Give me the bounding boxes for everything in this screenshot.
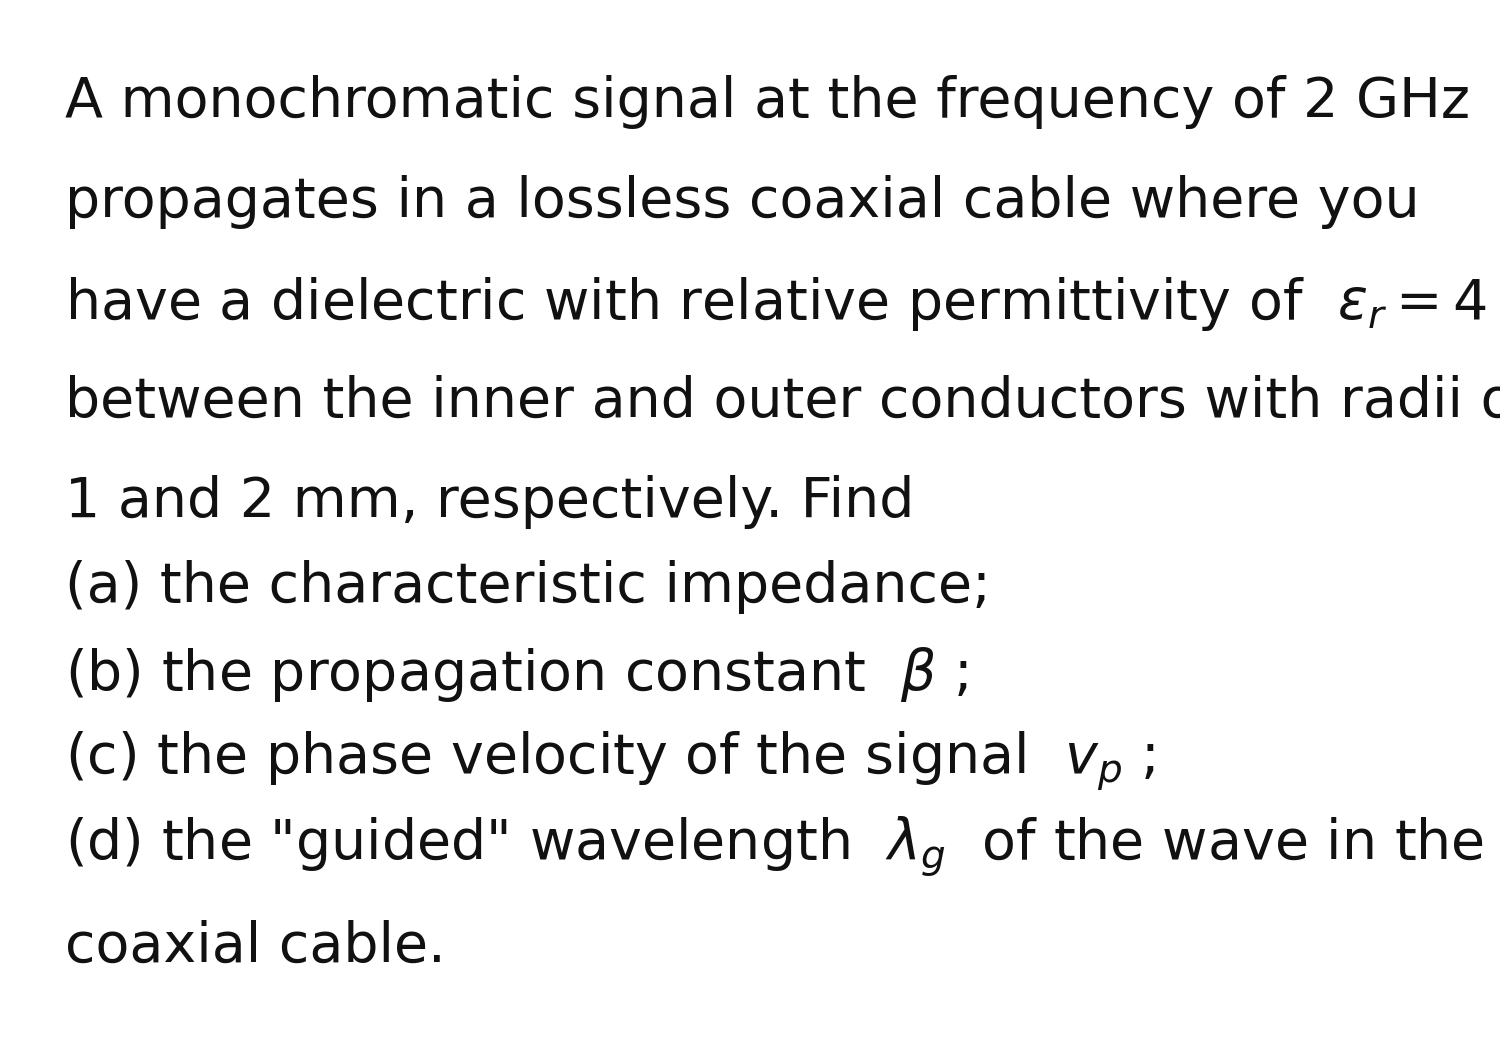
Text: (a) the characteristic impedance;: (a) the characteristic impedance; [64, 560, 992, 614]
Text: A monochromatic signal at the frequency of 2 GHz: A monochromatic signal at the frequency … [64, 75, 1470, 129]
Text: between the inner and outer conductors with radii of: between the inner and outer conductors w… [64, 375, 1500, 429]
Text: (c) the phase velocity of the signal  $v_p$ ;: (c) the phase velocity of the signal $v_… [64, 730, 1155, 793]
Text: 1 and 2 mm, respectively. Find: 1 and 2 mm, respectively. Find [64, 475, 915, 529]
Text: coaxial cable.: coaxial cable. [64, 920, 446, 974]
Text: have a dielectric with relative permittivity of  $\epsilon_r = 4$: have a dielectric with relative permitti… [64, 275, 1486, 333]
Text: propagates in a lossless coaxial cable where you: propagates in a lossless coaxial cable w… [64, 175, 1419, 229]
Text: (b) the propagation constant  $\beta$ ;: (b) the propagation constant $\beta$ ; [64, 645, 968, 704]
Text: (d) the "guided" wavelength  $\lambda_g$  of the wave in the: (d) the "guided" wavelength $\lambda_g$ … [64, 815, 1484, 879]
